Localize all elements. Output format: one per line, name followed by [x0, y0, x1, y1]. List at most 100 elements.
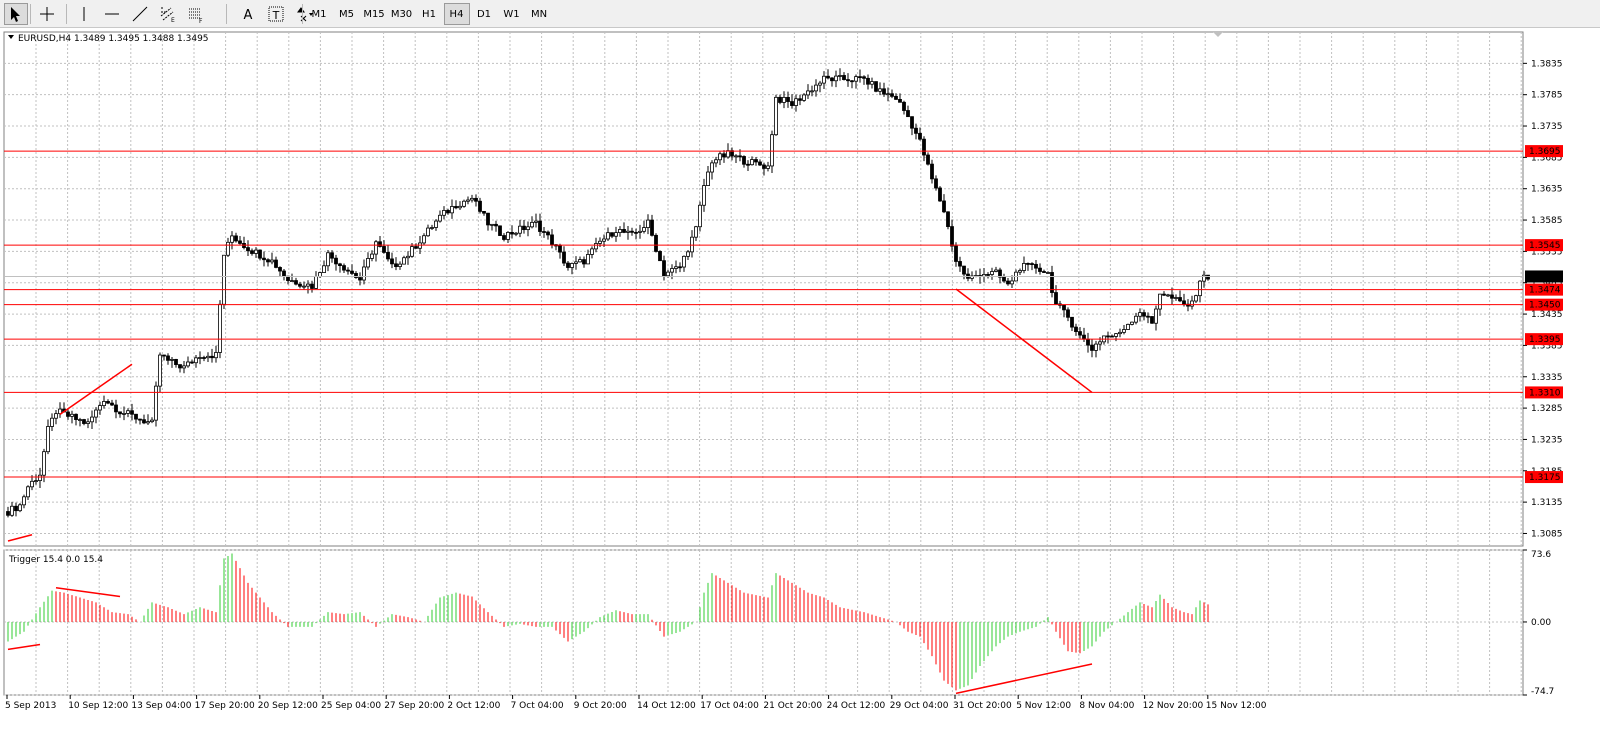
- main-grid: [4, 32, 1523, 696]
- x-axis-tick-label: 2 Oct 12:00: [447, 701, 500, 711]
- y-axis-tick-label: 1.3385: [1531, 341, 1563, 351]
- equidistant-channel-tool-button[interactable]: E: [156, 3, 180, 25]
- timeframe-d1-button[interactable]: D1: [476, 8, 492, 20]
- candle: [762, 162, 766, 176]
- candle: [1126, 323, 1130, 330]
- candle-body-bear: [66, 411, 70, 417]
- candle: [1166, 293, 1170, 298]
- candle: [630, 227, 634, 236]
- text-label-tool-button[interactable]: T: [264, 3, 288, 25]
- oscillator-trendline[interactable]: [7, 643, 41, 651]
- candle-body-bull: [126, 410, 130, 414]
- oscillator-trendline[interactable]: [55, 586, 121, 598]
- candle: [490, 223, 494, 231]
- candle: [166, 353, 170, 365]
- candle-body-bear: [550, 234, 554, 246]
- candle: [274, 256, 278, 269]
- candle: [810, 85, 814, 97]
- timeframe-m15-button[interactable]: M15: [363, 8, 385, 20]
- trendline[interactable]: [7, 533, 33, 542]
- candle: [350, 264, 354, 276]
- timeframe-m1-button[interactable]: M1: [311, 8, 327, 20]
- candle-body-bull: [1130, 321, 1134, 325]
- fibonacci-tool-button[interactable]: F: [184, 3, 208, 25]
- candle: [718, 151, 722, 166]
- y-axis-tick-label: 1.3085: [1531, 529, 1563, 539]
- candle: [142, 414, 146, 425]
- candle: [246, 240, 250, 256]
- candle: [526, 221, 530, 237]
- candle: [1062, 304, 1066, 318]
- candle: [494, 220, 498, 232]
- candle-body-bear: [346, 269, 350, 272]
- candle: [918, 127, 922, 141]
- candle-body-bull: [254, 249, 258, 254]
- cursor-tool-button[interactable]: [4, 3, 28, 25]
- trendline-tool-button[interactable]: [128, 3, 152, 25]
- candle: [742, 155, 746, 168]
- candle-body-bull: [698, 204, 702, 228]
- timeframe-m5-button[interactable]: M5: [339, 8, 354, 20]
- y-axis-tick-label: 1.3335: [1531, 373, 1563, 383]
- candle: [750, 156, 754, 166]
- candle-body-bear: [922, 138, 926, 156]
- chart-area[interactable]: 1.3835 1.3785 1.3735 1.3685 1.3635 1.3585 1.35…: [0, 28, 1600, 730]
- candle-body-bear: [930, 163, 934, 180]
- crosshair-tool-button[interactable]: [35, 3, 59, 25]
- timeframe-mn-button[interactable]: MN: [530, 8, 548, 20]
- candle-body-bull: [734, 155, 738, 158]
- candle-body-bear: [478, 200, 482, 212]
- candle: [626, 225, 630, 240]
- candle: [206, 352, 210, 363]
- candle: [574, 256, 578, 270]
- candle-body-bull: [146, 421, 150, 424]
- timeframe-h4-button[interactable]: H4: [443, 3, 470, 25]
- candle-body-bull: [1202, 274, 1206, 282]
- trendline[interactable]: [955, 288, 1093, 394]
- candle-body-bear: [542, 231, 546, 233]
- candle: [402, 255, 406, 265]
- candle: [870, 77, 874, 89]
- candle-body-bear: [746, 163, 750, 166]
- candle-body-bull: [606, 232, 610, 240]
- level-label-bg: [1525, 239, 1563, 252]
- candle: [226, 237, 230, 258]
- candle: [426, 224, 430, 237]
- candle: [454, 200, 458, 210]
- text-tool-button[interactable]: A: [236, 3, 260, 25]
- timeframe-w1-button[interactable]: W1: [503, 8, 520, 20]
- candle: [818, 80, 822, 93]
- candle-body-bull: [362, 266, 366, 281]
- candle-body-bear: [342, 265, 346, 271]
- candle: [1018, 268, 1022, 276]
- main-chart-frame[interactable]: [3, 31, 1524, 547]
- horizontal-line-tool-button[interactable]: [100, 3, 124, 25]
- chart-shift-marker[interactable]: [1213, 32, 1223, 37]
- candle: [190, 359, 194, 364]
- symbol-dropdown-icon[interactable]: [8, 35, 14, 39]
- candle: [786, 91, 790, 108]
- candle-body-bull: [1174, 297, 1178, 299]
- x-axis-tick-label: 9 Oct 20:00: [574, 701, 627, 711]
- candle-body-bear: [1074, 326, 1078, 332]
- candle: [586, 249, 590, 265]
- trendline[interactable]: [59, 363, 133, 415]
- y-axis-tick-label: 1.3835: [1531, 59, 1563, 69]
- candle: [22, 494, 26, 509]
- candle-body-bull: [450, 206, 454, 214]
- candle-body-bull: [90, 416, 94, 423]
- candle-body-bear: [742, 156, 746, 165]
- candle-body-bull: [406, 255, 410, 259]
- candle: [230, 231, 234, 250]
- candle-body-bear: [202, 357, 206, 359]
- candle-body-bull: [598, 240, 602, 244]
- timeframe-m30-button[interactable]: M30: [390, 8, 413, 20]
- candle: [910, 116, 914, 136]
- timeframe-h1-button[interactable]: H1: [422, 8, 436, 20]
- candle: [26, 485, 30, 500]
- candle: [1090, 339, 1094, 358]
- oscillator-trendline[interactable]: [955, 663, 1093, 695]
- vertical-line-tool-button[interactable]: [72, 3, 96, 25]
- candle: [1054, 285, 1058, 305]
- candle: [362, 259, 366, 285]
